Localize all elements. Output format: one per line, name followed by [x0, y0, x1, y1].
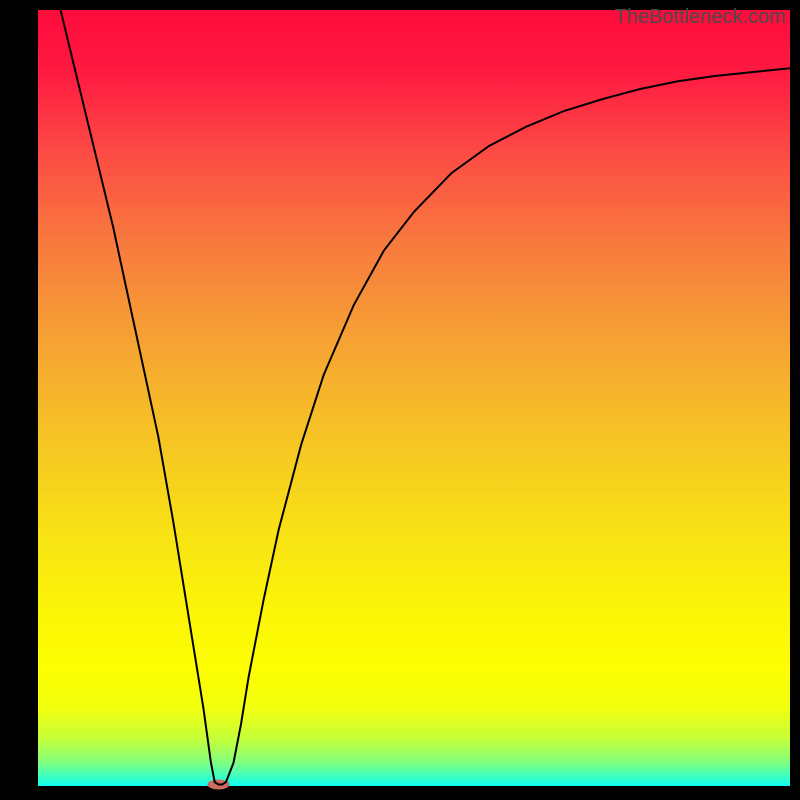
chart-svg [0, 0, 800, 800]
watermark-text: TheBottleneck.com [615, 6, 786, 29]
bottleneck-chart [0, 0, 800, 800]
